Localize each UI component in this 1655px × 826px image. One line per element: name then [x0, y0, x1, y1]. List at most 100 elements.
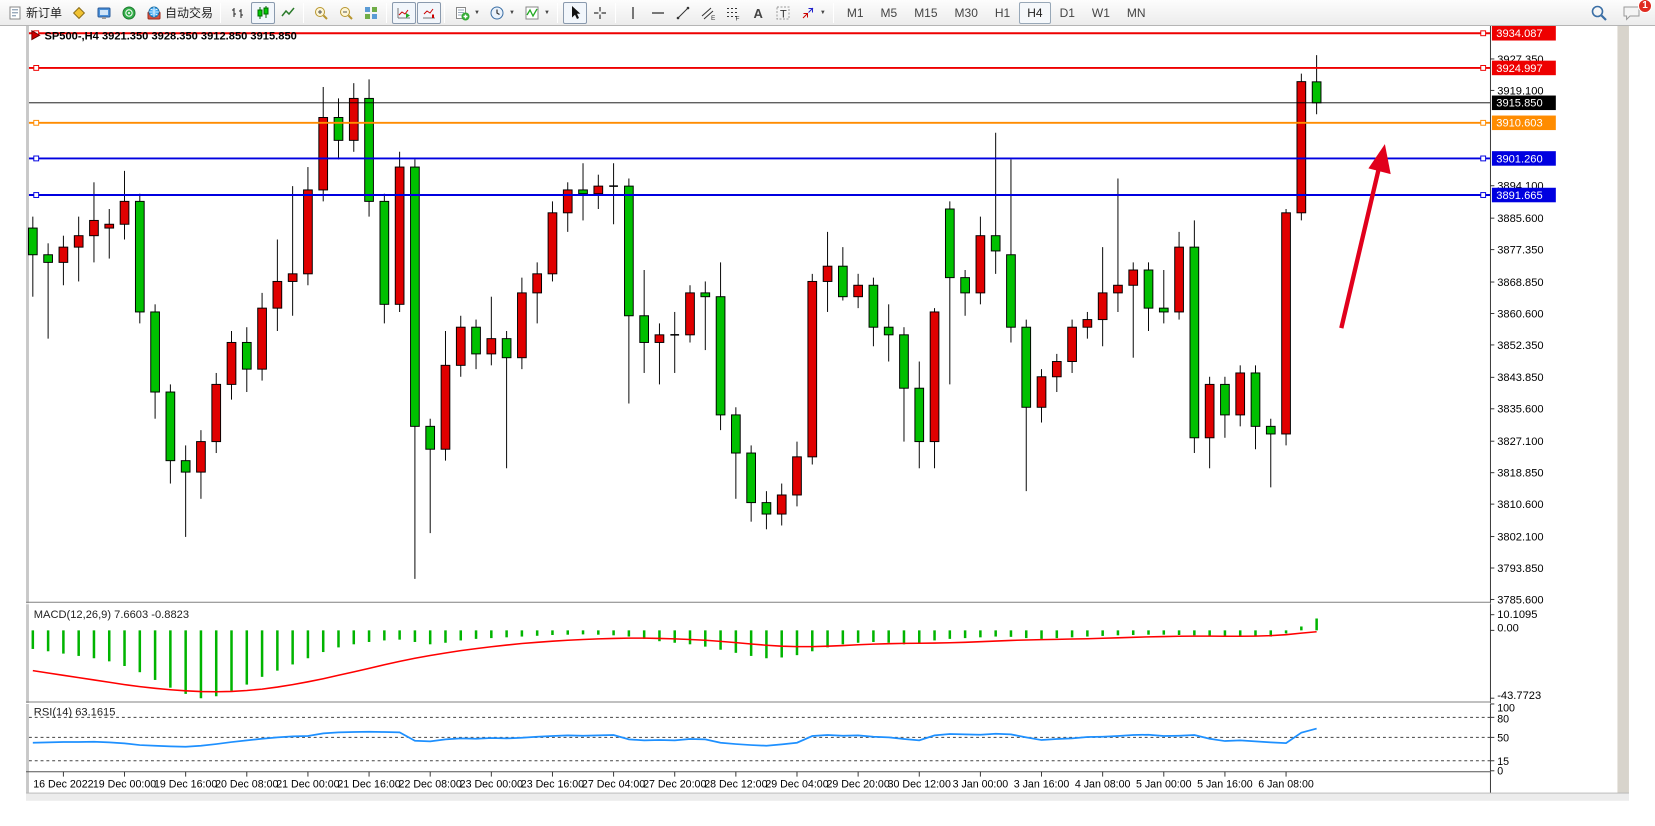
bar-chart-button[interactable]	[226, 2, 250, 24]
timeframe-w1-button[interactable]: W1	[1091, 5, 1110, 20]
bullish-candle	[1067, 326, 1077, 363]
arrows-icon	[800, 5, 816, 21]
chart-window[interactable]: 3927.350 3919.100 3894.100 3885.600 3877.350…	[0, 26, 1655, 826]
search-button[interactable]	[1586, 2, 1612, 24]
bearish-candle	[1189, 246, 1200, 439]
new-chart-button[interactable]: ▼	[450, 2, 484, 24]
line-handle[interactable]	[1480, 30, 1487, 37]
bullish-candle	[654, 334, 665, 343]
auto-scroll-button[interactable]	[417, 1, 442, 24]
line-handle[interactable]	[33, 192, 40, 198]
bearish-candle	[410, 166, 420, 427]
zoom-in-button[interactable]	[309, 2, 333, 24]
data-feed-button[interactable]	[117, 2, 141, 24]
toolbar-separator	[303, 2, 305, 23]
bullish-candle	[73, 235, 84, 248]
timeframe-m30-button[interactable]: M30	[954, 5, 978, 20]
candlestick-chart-icon	[255, 5, 271, 21]
chart-shift-button[interactable]	[392, 1, 417, 24]
toolbar-separator	[444, 2, 446, 23]
line-chart-button[interactable]	[276, 2, 300, 24]
line-handle[interactable]	[33, 155, 40, 162]
timeframe-mn-button[interactable]: MN	[1126, 5, 1146, 20]
bullish-candle	[287, 273, 298, 282]
price-chart[interactable]: 3927.3503919.1003894.1003885.6003877.350…	[0, 26, 1655, 826]
svg-text:3910.603: 3910.603	[1496, 118, 1542, 130]
bearish-candle	[241, 341, 252, 370]
bearish-candle	[471, 326, 481, 355]
templates-button[interactable]: ▼	[520, 2, 554, 24]
macd-signal-line	[32, 630, 1317, 693]
price-badge	[1491, 60, 1556, 76]
bullish-candle	[440, 364, 451, 450]
auto-trading-icon	[146, 5, 162, 21]
arrows-button[interactable]: ▼	[796, 2, 830, 24]
line-handle[interactable]	[33, 65, 40, 71]
horizontal-line-icon	[650, 5, 666, 21]
line-handle[interactable]	[1480, 65, 1487, 71]
line-handle[interactable]	[1480, 119, 1487, 126]
vertical-line-icon	[625, 5, 641, 21]
svg-text:5 Jan 16:00: 5 Jan 16:00	[1197, 778, 1253, 790]
svg-text:3934.087: 3934.087	[1496, 28, 1542, 40]
new-order-icon	[7, 5, 23, 21]
bearish-candle	[1143, 269, 1154, 309]
notifications-button[interactable]: 1	[1618, 0, 1652, 24]
timeframe-m5-button[interactable]: M5	[880, 5, 898, 20]
bullish-candle	[394, 166, 405, 305]
cursor-icon	[567, 5, 583, 21]
bullish-candle	[1296, 81, 1307, 214]
bullish-candle	[807, 280, 818, 458]
profiles-button[interactable]	[67, 2, 91, 24]
horizontal-line-objects[interactable]	[28, 30, 1491, 198]
svg-text:28 Dec 12:00: 28 Dec 12:00	[704, 778, 767, 790]
market-watch-button[interactable]	[92, 2, 116, 24]
bearish-candle	[761, 502, 772, 515]
crosshair-button[interactable]	[588, 2, 612, 24]
equidistant-channel-button[interactable]: E	[696, 2, 720, 24]
periods-button[interactable]: ▼	[485, 2, 519, 24]
fibonacci-button[interactable]: F	[721, 2, 745, 24]
text-button[interactable]: A	[746, 2, 770, 24]
text-label-button[interactable]: T	[771, 2, 795, 24]
candlestick-chart-button[interactable]	[251, 1, 276, 24]
svg-text:A: A	[753, 6, 763, 21]
auto-trading-button[interactable]: 自动交易	[142, 2, 217, 24]
bullish-candle	[196, 441, 206, 473]
vertical-line-button[interactable]	[621, 2, 645, 24]
bearish-candle	[27, 227, 38, 256]
line-handle[interactable]	[1480, 192, 1487, 198]
bearish-candle	[134, 200, 145, 313]
timeframe-h4-button[interactable]: H4	[1019, 1, 1051, 24]
trendline-button[interactable]	[671, 2, 695, 24]
svg-text:E: E	[711, 15, 716, 21]
timeframe-m1-button[interactable]: M1	[846, 5, 864, 20]
tile-windows-button[interactable]	[359, 2, 383, 24]
timeframe-d1-button[interactable]: D1	[1059, 5, 1075, 20]
horizontal-line-button[interactable]	[646, 2, 670, 24]
search-icon	[1590, 4, 1608, 22]
trend-arrow-annotation[interactable]	[1339, 144, 1391, 329]
profiles-icon	[71, 5, 87, 21]
auto-scroll-icon	[421, 5, 437, 21]
new-order-button[interactable]: 新订单	[3, 2, 66, 24]
svg-text:29 Dec 04:00: 29 Dec 04:00	[765, 778, 828, 790]
bullish-candle	[1113, 284, 1123, 294]
line-handle[interactable]	[1480, 155, 1487, 162]
timeframe-h1-button[interactable]: H1	[994, 5, 1011, 20]
svg-text:3 Jan 16:00: 3 Jan 16:00	[1014, 778, 1070, 790]
zoom-out-button[interactable]	[334, 2, 358, 24]
svg-text:RSI(14) 63.1615: RSI(14) 63.1615	[34, 707, 116, 719]
svg-text:27 Dec 20:00: 27 Dec 20:00	[643, 778, 706, 790]
line-handle[interactable]	[33, 119, 40, 126]
cursor-button[interactable]	[562, 1, 587, 24]
bearish-candle	[1265, 425, 1276, 435]
svg-text:3835.600: 3835.600	[1497, 404, 1543, 416]
timeframe-m15-button[interactable]: M15	[914, 5, 938, 20]
bullish-candle	[853, 284, 863, 298]
svg-text:22 Dec 08:00: 22 Dec 08:00	[399, 778, 462, 790]
svg-text:10.1095: 10.1095	[1497, 609, 1537, 621]
